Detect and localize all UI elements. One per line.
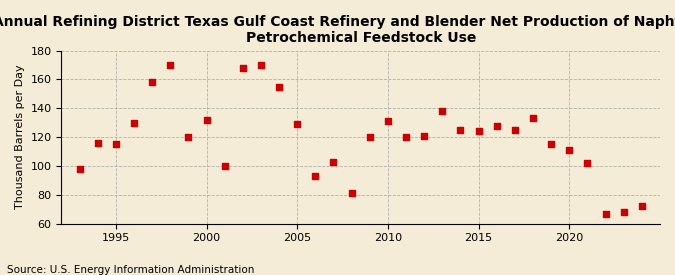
Point xyxy=(582,161,593,165)
Point xyxy=(473,129,484,134)
Point xyxy=(546,142,557,147)
Point xyxy=(491,123,502,128)
Point xyxy=(201,118,212,122)
Point xyxy=(219,164,230,168)
Point xyxy=(364,135,375,139)
Point xyxy=(618,210,629,214)
Point xyxy=(346,191,357,196)
Point xyxy=(146,80,157,84)
Point xyxy=(418,133,429,138)
Point xyxy=(401,135,412,139)
Point xyxy=(455,128,466,132)
Point xyxy=(600,211,611,216)
Point xyxy=(510,128,520,132)
Point xyxy=(238,66,248,70)
Point xyxy=(256,63,267,67)
Y-axis label: Thousand Barrels per Day: Thousand Barrels per Day xyxy=(15,65,25,210)
Point xyxy=(183,135,194,139)
Point xyxy=(165,63,176,67)
Point xyxy=(74,167,85,171)
Point xyxy=(437,109,448,113)
Point xyxy=(92,141,103,145)
Point xyxy=(637,204,647,209)
Point xyxy=(328,160,339,164)
Text: Source: U.S. Energy Information Administration: Source: U.S. Energy Information Administ… xyxy=(7,265,254,275)
Point xyxy=(292,122,302,126)
Title: Annual Refining District Texas Gulf Coast Refinery and Blender Net Production of: Annual Refining District Texas Gulf Coas… xyxy=(0,15,675,45)
Point xyxy=(310,174,321,178)
Point xyxy=(273,84,284,89)
Point xyxy=(111,142,122,147)
Point xyxy=(564,148,574,152)
Point xyxy=(383,119,394,123)
Point xyxy=(528,116,539,120)
Point xyxy=(128,120,139,125)
